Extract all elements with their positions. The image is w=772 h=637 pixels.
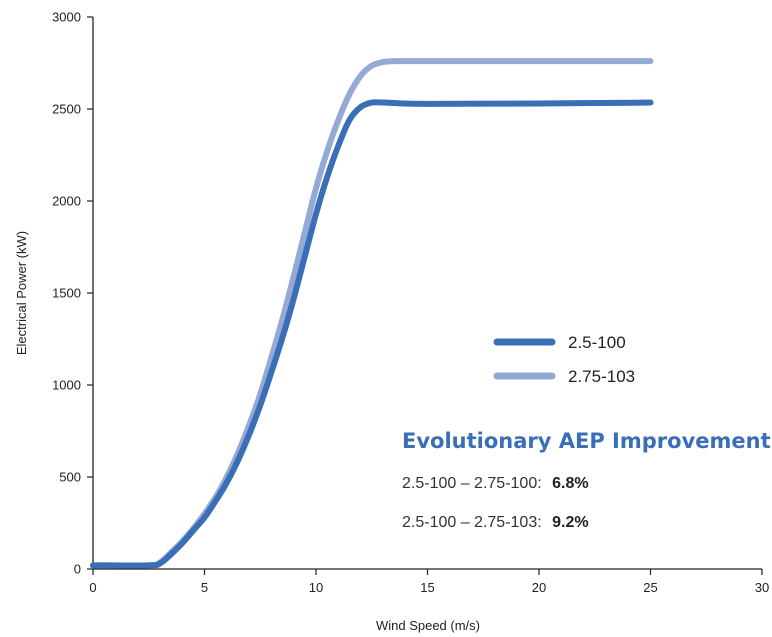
series-layer bbox=[90, 58, 654, 569]
legend-label-2-75-103: 2.75-103 bbox=[568, 367, 635, 386]
y-axis-title: Electrical Power (kW) bbox=[14, 231, 29, 355]
x-axis-title: Wind Speed (m/s) bbox=[376, 618, 480, 633]
y-tick-label: 500 bbox=[59, 470, 81, 485]
x-tick-label: 25 bbox=[643, 580, 657, 595]
aep-annotation: Evolutionary AEP Improvement 2.5-100 – 2… bbox=[402, 429, 771, 531]
axes: 0 5 10 15 20 25 30 0 500 1000 1500 2000 2500 3000 bbox=[52, 10, 769, 596]
aep-title: Evolutionary AEP Improvement bbox=[402, 429, 771, 453]
y-tick-label: 2000 bbox=[52, 194, 81, 209]
aep-row-2-label: 2.5-100 – 2.75-103: bbox=[402, 514, 542, 531]
x-tick-label: 5 bbox=[201, 580, 208, 595]
aep-row-1-value: 6.8% bbox=[552, 475, 588, 492]
y-tick-label: 2500 bbox=[52, 102, 81, 117]
y-ticks: 0 500 1000 1500 2000 2500 3000 bbox=[52, 10, 93, 577]
aep-row-1: 2.5-100 – 2.75-100: 6.8% bbox=[402, 475, 589, 492]
y-tick-label: 0 bbox=[74, 562, 81, 577]
x-tick-label: 30 bbox=[755, 580, 769, 595]
x-tick-label: 20 bbox=[532, 580, 546, 595]
aep-row-2-value: 9.2% bbox=[552, 514, 588, 531]
x-tick-label: 15 bbox=[420, 580, 434, 595]
x-ticks: 0 5 10 15 20 25 30 bbox=[89, 569, 769, 595]
y-tick-label: 1000 bbox=[52, 378, 81, 393]
aep-row-2: 2.5-100 – 2.75-103: 9.2% bbox=[402, 514, 589, 531]
y-tick-label: 1500 bbox=[52, 286, 81, 301]
legend: 2.5-100 2.75-103 bbox=[493, 333, 635, 386]
legend-label-2-5-100: 2.5-100 bbox=[568, 333, 626, 352]
aep-row-1-label: 2.5-100 – 2.75-100: bbox=[402, 475, 542, 492]
x-tick-label: 0 bbox=[89, 580, 96, 595]
y-tick-label: 3000 bbox=[52, 10, 81, 25]
series-line-2-5-100 bbox=[90, 99, 654, 569]
x-tick-label: 10 bbox=[309, 580, 323, 595]
